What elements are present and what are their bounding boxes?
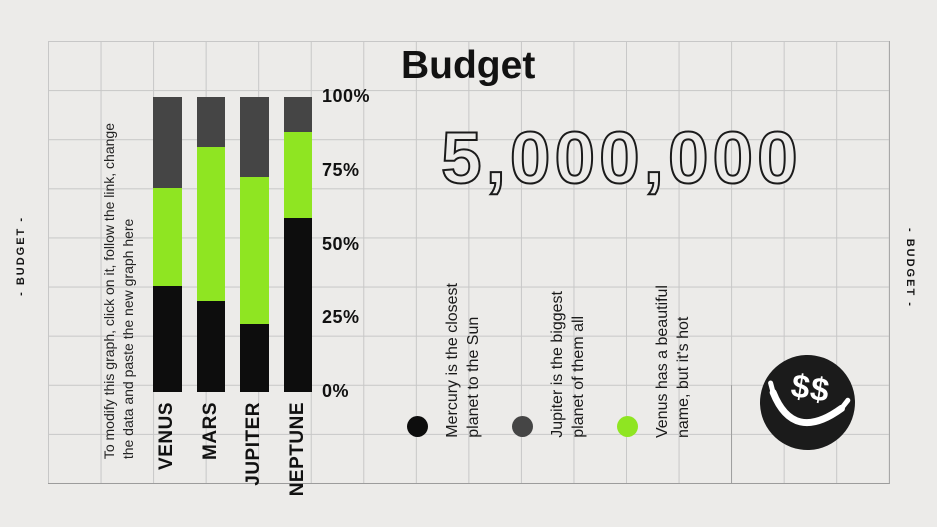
bar-segment-neptune-mercury (283, 217, 312, 392)
legend-dot-1 (511, 416, 533, 437)
bar-segment-neptune-venus (283, 132, 312, 218)
instruction-note: To modify this graph, click on it, follo… (101, 122, 136, 459)
bar-segment-venus-venus (153, 188, 182, 286)
y-tick-100: 100% (322, 86, 371, 106)
legend-dot-2 (616, 416, 638, 437)
x-axis-label-venus: VENUS (156, 402, 178, 470)
bar-segment-neptune-jupiter (283, 97, 312, 133)
smile-mouth (769, 389, 845, 427)
grid-accent-line (731, 385, 732, 483)
legend-dot-0 (406, 416, 428, 437)
bar-segment-mars-jupiter (196, 97, 225, 148)
bar-segment-jupiter-jupiter (240, 97, 269, 177)
bar-segment-mars-mercury (196, 300, 225, 392)
y-tick-0: 0% (322, 381, 350, 401)
edge-label-right: - BUDGET - (904, 228, 916, 308)
background-grid (48, 41, 890, 484)
bar-segment-venus-mercury (153, 285, 182, 392)
bar-segment-venus-jupiter (153, 97, 182, 189)
x-axis-label-jupiter: JUPITER (243, 402, 265, 486)
bar-segment-jupiter-venus (240, 176, 269, 325)
page-title: Budget (401, 44, 536, 87)
legend-label-0: Mercury is the closest planet to the Sun (444, 283, 482, 438)
legend-label-2: Venus has a beautiful name, but it's hot (654, 284, 692, 438)
smile-end-left (768, 380, 776, 396)
x-axis-label-neptune: NEPTUNE (286, 402, 308, 497)
legend-label-1: Jupiter is the biggest planet of them al… (549, 291, 587, 438)
x-axis-label-mars: MARS (199, 402, 221, 460)
dollar-eyes: $$ (789, 367, 833, 410)
edge-label-left: - BUDGET - (15, 216, 27, 296)
budget-amount: 5,000,000 (440, 118, 802, 199)
y-tick-25: 25% (322, 307, 360, 328)
money-smiley-icon: $$ (760, 355, 855, 450)
bar-segment-mars-venus (196, 147, 225, 301)
bar-segment-jupiter-mercury (240, 324, 269, 392)
smile-end-right (838, 397, 851, 411)
smiley-face (760, 355, 855, 450)
y-tick-75: 75% (322, 159, 360, 180)
y-tick-50: 50% (322, 233, 360, 254)
